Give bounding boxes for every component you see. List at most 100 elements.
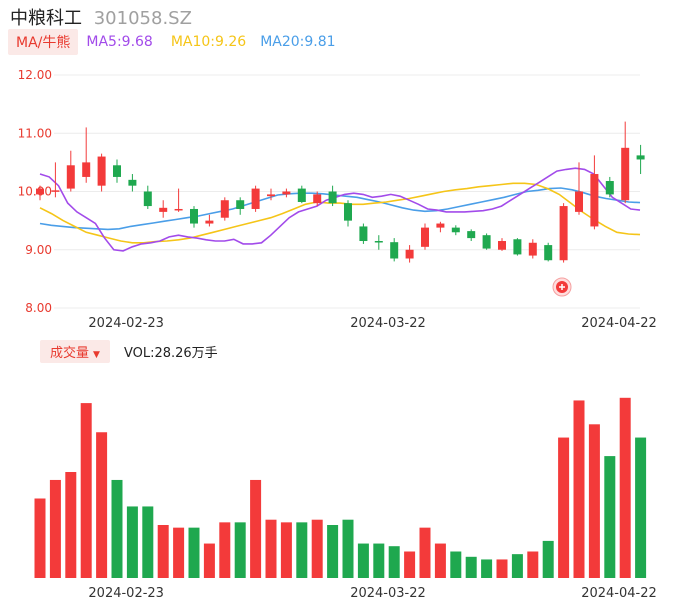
ma-legend: MA/牛熊 MA5:9.68 MA10:9.26 MA20:9.81 [8, 29, 336, 55]
candle [36, 185, 44, 201]
candle [421, 223, 429, 250]
candle [436, 221, 445, 233]
candle [590, 155, 599, 230]
date-axis-labels: 2024-02-23 2024-03-22 2024-04-22 [88, 316, 656, 331]
x-tick-label: 2024-04-22 [581, 586, 657, 601]
volume-indicator-label: 成交量 [50, 345, 90, 361]
volume-date-axis-labels: 2024-02-23 2024-03-22 2024-04-22 [88, 586, 656, 601]
candle [467, 229, 476, 242]
volume-bar [481, 559, 493, 578]
candle [66, 150, 75, 192]
x-tick-label: 2024-03-22 [350, 586, 426, 601]
candle [544, 242, 553, 262]
volume-bar [419, 527, 431, 578]
y-tick-label: 12.00 [18, 68, 52, 82]
volume-bar [357, 543, 369, 578]
volume-bar [388, 546, 400, 578]
volume-bar [496, 559, 508, 578]
candle [97, 153, 106, 192]
volume-bar [280, 522, 292, 578]
price-axis-labels: 12.00 11.00 10.00 9.00 8.00 [18, 68, 52, 315]
candle [313, 191, 322, 207]
candle [359, 223, 368, 244]
volume-bar [573, 400, 585, 578]
volume-bar [126, 506, 138, 578]
volume-bar [434, 543, 446, 578]
candle [528, 239, 537, 259]
y-tick-label: 8.00 [25, 301, 52, 315]
volume-bar [219, 522, 231, 578]
volume-bar [558, 437, 570, 578]
ma10-legend-label: MA10:9.26 [170, 34, 247, 50]
volume-bar [142, 506, 154, 578]
volume-bar [619, 397, 631, 578]
volume-bar [234, 522, 246, 578]
volume-bar [65, 472, 77, 578]
candle [220, 197, 229, 221]
candle [451, 225, 460, 236]
volume-bar [173, 527, 185, 578]
volume-bar [34, 498, 46, 578]
volume-bar [49, 479, 61, 578]
ma20-legend-label: MA20:9.81 [260, 34, 336, 50]
volume-bar [296, 522, 308, 578]
volume-bar [188, 527, 200, 578]
ma5-legend-label: MA5:9.68 [86, 34, 153, 50]
volume-bar [373, 543, 385, 578]
x-tick-label: 2024-03-22 [350, 316, 426, 331]
candle [51, 162, 60, 198]
ma10-line [39, 182, 641, 244]
candle [143, 185, 152, 209]
candle [498, 238, 506, 251]
candle [159, 200, 168, 218]
x-tick-label: 2024-02-23 [88, 586, 164, 601]
candle [174, 188, 183, 212]
volume-bar [250, 479, 262, 578]
volume-bars [34, 397, 647, 578]
ma5-line [39, 167, 641, 252]
volume-bar [542, 540, 554, 578]
volume-bar [465, 556, 477, 578]
candle [405, 245, 414, 263]
volume-bar [511, 554, 523, 578]
stock-title: 中粮科工 301058.SZ [10, 4, 192, 30]
candle [513, 238, 522, 256]
candle [575, 162, 583, 215]
stock-marker [552, 277, 572, 297]
volume-bar [203, 543, 215, 578]
candle [482, 233, 491, 250]
volume-bar [96, 432, 108, 578]
volume-bar [327, 525, 339, 578]
candle [344, 200, 352, 227]
volume-bar [404, 551, 416, 578]
candle [128, 174, 137, 192]
volume-bar [111, 479, 123, 578]
volume-bar [157, 525, 169, 578]
candle [236, 197, 245, 215]
volume-bar [450, 551, 462, 578]
volume-value: VOL:28.26万手 [123, 345, 218, 361]
candle [621, 121, 630, 204]
candle [205, 214, 214, 227]
y-tick-label: 11.00 [18, 126, 52, 140]
volume-bar [635, 437, 647, 578]
x-tick-label: 2024-02-23 [88, 316, 164, 331]
volume-bar [527, 551, 539, 578]
candle [190, 206, 198, 228]
event-marker-icon[interactable] [552, 277, 572, 297]
candle [559, 203, 568, 263]
ma-indicator-button[interactable]: MA/牛熊 [8, 29, 79, 55]
volume-indicator-button[interactable]: 成交量 ▼ [40, 339, 110, 363]
volume-bar [604, 456, 616, 578]
candle [297, 185, 306, 204]
candle [113, 159, 121, 183]
stock-code: 301058.SZ [93, 8, 192, 29]
candle [282, 188, 291, 198]
ma20-line [39, 187, 641, 231]
moving-average-lines [39, 167, 641, 252]
candle [328, 185, 337, 207]
volume-bar [342, 519, 354, 578]
candle [605, 176, 614, 198]
candle [267, 188, 275, 201]
